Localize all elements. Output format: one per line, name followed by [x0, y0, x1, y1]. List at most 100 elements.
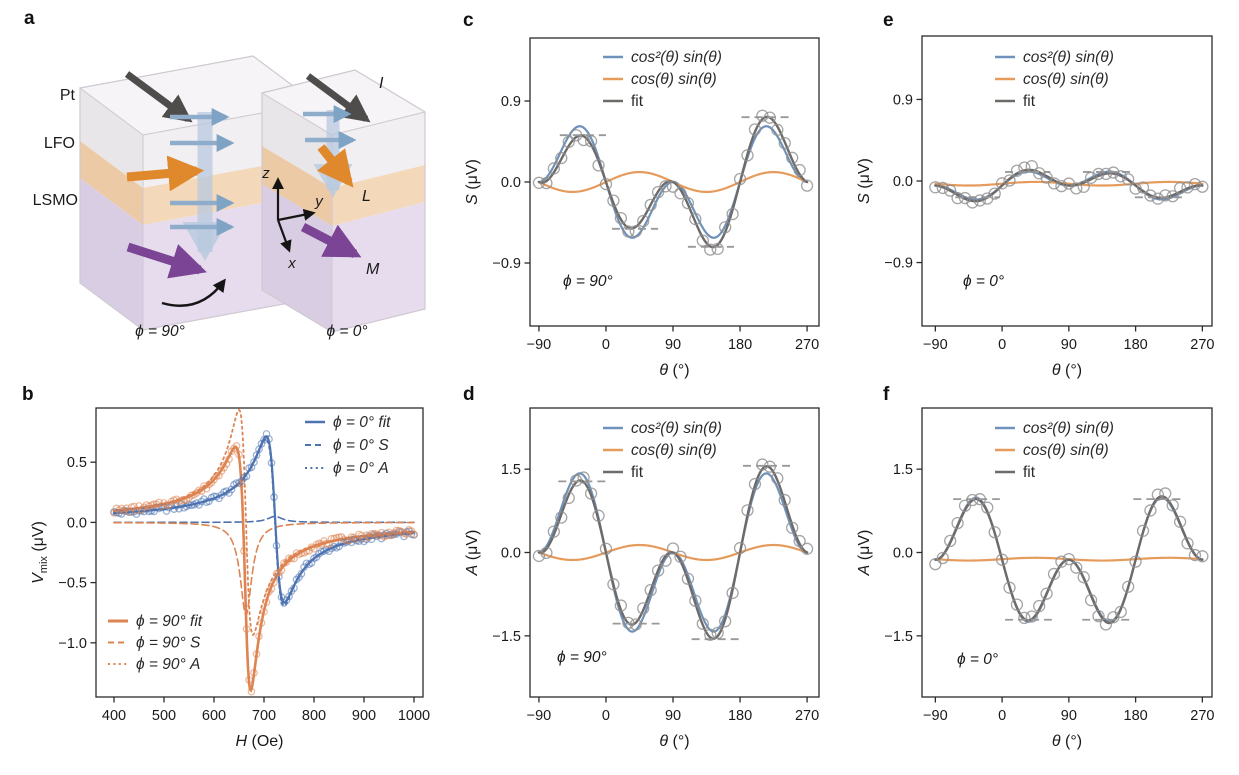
panel-label-e: e	[883, 10, 894, 31]
x-tick-label: −90	[923, 708, 948, 724]
x-tick-label: 90	[1061, 337, 1077, 353]
legend-label: fit	[1023, 464, 1036, 481]
y-tick-label: 0.0	[501, 175, 521, 191]
series-b-0	[113, 515, 415, 524]
y-tick-label: 0.9	[893, 92, 913, 108]
legend-c: cos²(θ) sin(θ) cos(θ) sin(θ) fit	[603, 49, 722, 110]
series-d-2	[537, 465, 809, 640]
current-arrow	[305, 73, 371, 123]
lfo-layer-side	[262, 146, 332, 226]
x-tick-label: 90	[1061, 708, 1077, 724]
x-tick-label: 270	[795, 337, 819, 353]
chart-e: −90 0 90 180 270 0.9 0.0 −0.9 cos²(θ) sin(θ) cos(…	[856, 35, 1214, 379]
chart-b: 400 500 600 700 800 900 1000 0.5 0.0 −0.5 −1.0 ϕ = …	[30, 407, 430, 750]
x-tick-label: 90	[665, 337, 681, 353]
panel-annotation: ϕ = 90°	[557, 649, 607, 666]
y-tick-label: 0.9	[501, 94, 521, 110]
x-tick-label: 180	[1124, 708, 1148, 724]
y-axis-label-f: A (μV)	[856, 530, 873, 577]
stack-schematic: Pt LFO LSMO I L M z y x ϕ = 90° ϕ = 0°	[33, 55, 427, 340]
x-tick-label: 400	[102, 708, 126, 724]
x-axis-arrow	[276, 219, 292, 253]
scatter-e	[929, 159, 1209, 209]
legend-f: cos²(θ) sin(θ) cos(θ) sin(θ) fit	[995, 420, 1114, 481]
lfo-layer-side	[80, 141, 143, 225]
panel-label-a: a	[24, 8, 35, 29]
panel-label-d: d	[463, 384, 475, 405]
y-tick-label: 1.5	[893, 462, 913, 478]
y-tick-label: −1.0	[58, 636, 87, 652]
x-tick-label: −90	[923, 337, 948, 353]
y-tick-label: −0.9	[884, 256, 913, 272]
x-tick-label: 600	[202, 708, 226, 724]
scatter-c	[532, 109, 814, 256]
series-e-2	[934, 168, 1204, 203]
legend-label: ϕ = 90° S	[136, 635, 201, 652]
lfo-layer-front	[332, 165, 425, 226]
x-tick-label: 90	[665, 708, 681, 724]
x-axis-label-c: θ (°)	[659, 362, 689, 379]
x-tick-label: 180	[1124, 337, 1148, 353]
panel-annotation: ϕ = 0°	[963, 273, 1004, 290]
x-tick-label: −90	[527, 337, 552, 353]
chart-f: −90 0 90 180 270 1.5 0.0 −1.5 cos²(θ) sin(θ) cos(…	[856, 407, 1214, 750]
x-tick-label: 1000	[398, 708, 430, 724]
y-axis-label-c: S (μV)	[464, 159, 481, 205]
stack-right-block	[260, 69, 427, 333]
scatter-f	[929, 487, 1209, 631]
series-e-1	[934, 180, 1204, 187]
legend-label: cos²(θ) sin(θ)	[1023, 420, 1114, 437]
panel-annotation: ϕ = 90°	[563, 273, 613, 290]
series-c-2	[537, 115, 809, 249]
lfo-label: LFO	[44, 135, 75, 152]
panel-label-c: c	[463, 10, 474, 31]
block-edge	[79, 87, 144, 136]
y-axis-label-d: A (μV)	[464, 530, 481, 577]
block-edge	[261, 92, 333, 136]
z-axis-label: z	[261, 165, 270, 182]
y-tick-label: 0.0	[893, 546, 913, 562]
legend-e: cos²(θ) sin(θ) cos(θ) sin(θ) fit	[995, 49, 1114, 110]
magnetization-arrow	[300, 223, 362, 258]
caption-phi-90: ϕ = 90°	[135, 323, 185, 340]
legend-label: fit	[631, 93, 644, 110]
y-tick-label: 0.0	[501, 546, 521, 562]
y-axis-label: y	[314, 193, 324, 210]
legend-d: cos²(θ) sin(θ) cos(θ) sin(θ) fit	[603, 420, 722, 481]
pt-label: Pt	[60, 87, 76, 104]
legend-label: ϕ = 90° fit	[136, 613, 203, 630]
series-f-2	[934, 495, 1204, 625]
x-axis-label-e: θ (°)	[1052, 362, 1082, 379]
x-tick-label: 270	[1190, 708, 1214, 724]
x-tick-label: 270	[1190, 337, 1214, 353]
pt-layer-side	[80, 88, 143, 188]
current-label: I	[379, 75, 384, 92]
panel-label-f: f	[883, 384, 890, 405]
legend-label: cos²(θ) sin(θ)	[1023, 49, 1114, 66]
neel-vector-arrow	[126, 155, 205, 192]
panel-annotation: ϕ = 0°	[957, 651, 998, 668]
y-tick-label: 0.0	[67, 515, 87, 531]
coordinate-axes	[271, 177, 316, 253]
series-group-c	[537, 115, 809, 249]
y-tick-label: −1.5	[492, 629, 521, 645]
x-tick-label: 0	[602, 708, 610, 724]
x-tick-label: 700	[252, 708, 276, 724]
legend-label: fit	[631, 464, 644, 481]
magnetization-arrow	[126, 242, 207, 279]
neel-label: L	[362, 188, 371, 205]
chart-c: −90 0 90 180 270 0.9 0.0 −0.9 cos²(θ) sin(θ) cos(…	[464, 37, 820, 379]
scatter-b	[110, 430, 418, 607]
legend-label: cos(θ) sin(θ)	[631, 442, 717, 459]
y-tick-label: −0.5	[58, 576, 87, 592]
y-tick-label: 1.5	[501, 462, 521, 478]
x-tick-label: 0	[998, 337, 1006, 353]
scatter-d	[532, 458, 814, 641]
x-tick-label: 0	[602, 337, 610, 353]
axes-frame-b	[95, 407, 424, 698]
lsmo-label: LSMO	[33, 192, 78, 209]
legend-label: ϕ = 90° A	[136, 656, 200, 673]
x-tick-label: 270	[795, 708, 819, 724]
panel-label-b: b	[22, 384, 34, 405]
